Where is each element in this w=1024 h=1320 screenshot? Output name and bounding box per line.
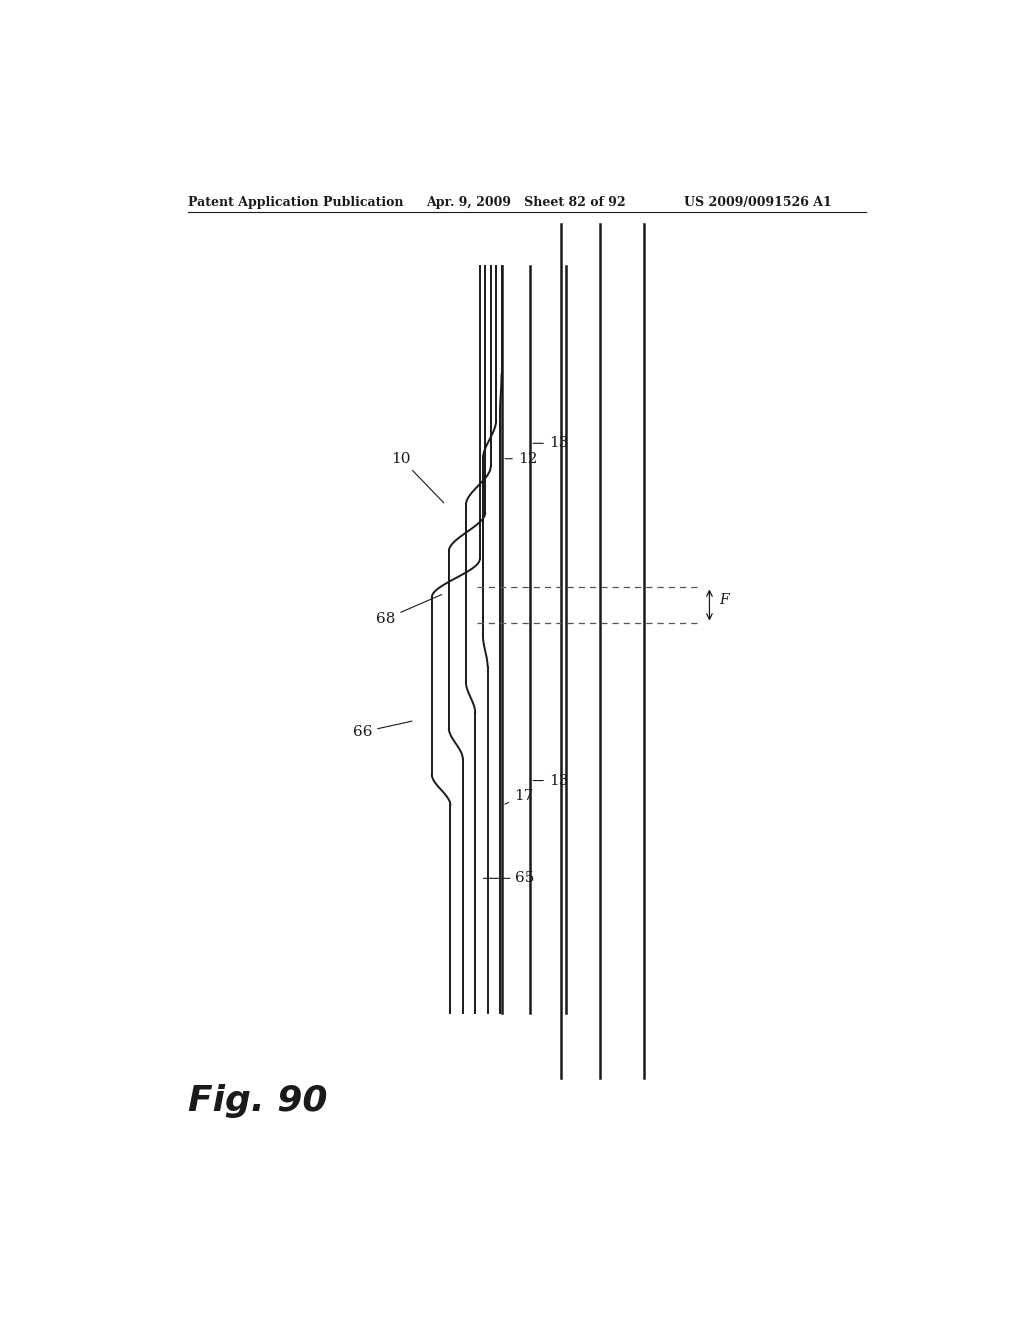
Text: 66: 66 [352,721,412,739]
Text: 13: 13 [534,774,568,788]
Text: 10: 10 [391,451,443,503]
Text: 13: 13 [534,437,568,450]
Text: 65: 65 [483,871,535,886]
Text: F: F [719,593,729,607]
Text: Fig. 90: Fig. 90 [187,1084,327,1118]
Text: 12: 12 [505,451,538,466]
Text: 68: 68 [376,594,441,626]
Text: Apr. 9, 2009   Sheet 82 of 92: Apr. 9, 2009 Sheet 82 of 92 [426,195,626,209]
Text: Patent Application Publication: Patent Application Publication [187,195,403,209]
Text: US 2009/0091526 A1: US 2009/0091526 A1 [684,195,831,209]
Text: 17: 17 [505,789,534,804]
